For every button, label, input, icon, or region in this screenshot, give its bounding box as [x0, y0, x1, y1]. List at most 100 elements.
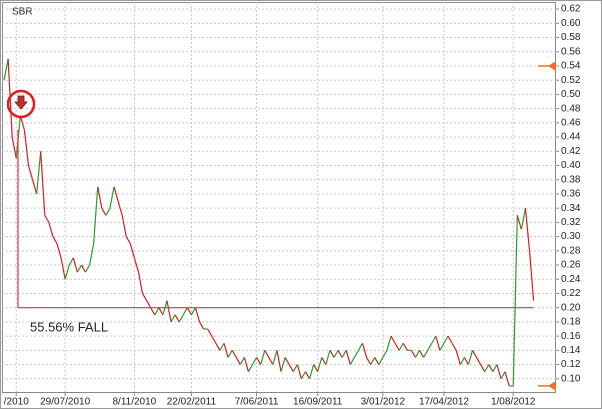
price-segment	[72, 257, 78, 273]
y-tick-label: 0.10	[561, 373, 581, 384]
price-segment	[215, 342, 221, 351]
price-segment	[166, 300, 172, 323]
price-segment	[431, 335, 437, 344]
price-segment	[252, 357, 258, 365]
price-segment	[84, 264, 91, 273]
price-segment	[451, 342, 457, 351]
price-segment	[182, 307, 188, 316]
price-segment	[36, 151, 42, 195]
price-segment	[40, 151, 46, 216]
price-segment	[52, 236, 58, 245]
price-segment	[64, 264, 70, 280]
price-segment	[137, 272, 144, 294]
price-segment	[190, 307, 197, 316]
price-segment	[68, 257, 74, 266]
price-segment	[423, 350, 429, 358]
price-marker	[548, 380, 556, 391]
price-segment	[56, 243, 62, 259]
price-segment	[476, 357, 482, 365]
y-tick-label: 0.50	[561, 89, 581, 100]
price-segment	[317, 357, 323, 372]
price-segment	[109, 186, 115, 209]
x-tick-label: 7/06/2011	[235, 397, 279, 408]
price-segment	[243, 357, 250, 372]
price-segment	[80, 264, 87, 273]
price-segment	[455, 350, 461, 365]
price-segment	[447, 335, 453, 344]
y-tick-label: 0.34	[561, 203, 581, 214]
price-segment	[260, 350, 266, 365]
price-segment	[439, 342, 445, 351]
price-segment	[329, 350, 335, 358]
y-tick-label: 0.20	[561, 302, 581, 313]
y-tick-label: 0.14	[561, 345, 581, 356]
price-segment	[467, 350, 474, 365]
x-tick-label: 22/02/2011	[167, 397, 217, 408]
price-segment	[178, 314, 184, 323]
price-segment	[60, 257, 66, 280]
y-tick-label: 0.22	[561, 288, 581, 299]
price-segment	[398, 342, 404, 351]
price-segment	[341, 350, 347, 358]
y-tick-label: 0.38	[561, 174, 581, 185]
price-segment	[496, 364, 502, 379]
price-segment	[488, 364, 494, 372]
y-tick-label: 0.44	[561, 132, 581, 143]
price-segment	[370, 357, 376, 365]
price-segment	[154, 307, 160, 316]
price-segment	[308, 364, 315, 379]
y-tick-label: 0.48	[561, 103, 581, 114]
price-segment	[105, 207, 111, 216]
price-segment	[186, 307, 192, 316]
price-segment	[313, 364, 319, 372]
price-segment	[333, 350, 339, 358]
price-segment	[125, 236, 131, 245]
price-segment	[44, 214, 50, 223]
price-segment	[410, 350, 416, 358]
price-segment	[121, 215, 127, 237]
price-segment	[402, 342, 408, 351]
price-segment	[101, 207, 107, 216]
price-segment	[463, 357, 469, 365]
y-tick-label: 0.58	[561, 32, 581, 43]
price-segment	[378, 357, 384, 365]
x-tick-label: 8/11/2010	[113, 397, 157, 408]
chart-title: SBR	[12, 7, 33, 18]
x-tick-label: 1/08/2012	[491, 397, 536, 408]
price-segment	[321, 357, 327, 365]
x-tick-label: 3/01/2012	[361, 397, 406, 408]
price-segment	[117, 200, 123, 216]
price-segment	[146, 300, 152, 308]
plot-area	[2, 2, 556, 393]
y-tick-label: 0.12	[561, 359, 581, 370]
price-segment	[129, 243, 135, 259]
price-segment	[524, 208, 531, 251]
price-segment	[207, 328, 213, 337]
price-segment	[345, 350, 351, 365]
price-segment	[3, 58, 9, 81]
price-segment	[357, 342, 364, 351]
y-tick-label: 0.16	[561, 331, 581, 342]
price-segment	[484, 364, 490, 372]
price-segment	[211, 335, 217, 344]
y-tick-label: 0.46	[561, 117, 581, 128]
price-segment	[113, 186, 119, 202]
y-tick-label: 0.26	[561, 260, 581, 271]
price-segment	[133, 257, 140, 273]
x-tick-label: 16/09/2011	[293, 397, 343, 408]
price-segment	[337, 350, 343, 358]
price-segment	[325, 350, 331, 365]
price-segment	[500, 371, 506, 380]
price-segment	[296, 364, 302, 379]
price-segment	[504, 371, 510, 387]
price-segment	[443, 335, 449, 344]
y-tick-label: 0.24	[561, 274, 581, 285]
price-segment	[492, 364, 498, 372]
price-segment	[276, 350, 282, 372]
price-segment	[199, 321, 205, 330]
price-segment	[48, 222, 54, 237]
price-segment	[366, 357, 372, 365]
y-tick-label: 0.42	[561, 146, 581, 157]
price-segment	[88, 243, 95, 266]
y-tick-label: 0.52	[561, 75, 581, 86]
